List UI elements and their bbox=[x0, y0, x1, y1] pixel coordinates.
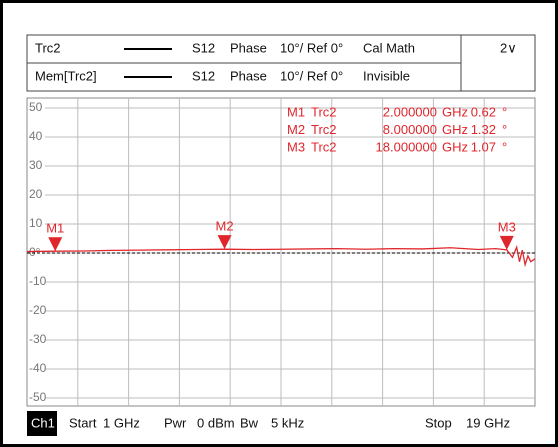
y-tick-label: 40 bbox=[29, 129, 43, 143]
marker bbox=[217, 235, 232, 250]
channel-badge bbox=[27, 411, 57, 436]
y-tick-label: 30 bbox=[29, 158, 43, 172]
y-tick-label: -10 bbox=[29, 274, 47, 288]
footer-item: Pwr bbox=[164, 415, 187, 430]
marker-name: M3 bbox=[287, 139, 305, 154]
status: Cal Math bbox=[363, 40, 415, 55]
trace bbox=[26, 244, 536, 268]
y-tick-label: -20 bbox=[29, 303, 47, 317]
marker-unit: GHz bbox=[442, 139, 468, 154]
format: Phase bbox=[230, 40, 267, 55]
marker-trace: Trc2 bbox=[311, 139, 337, 154]
footer-item: Start bbox=[69, 415, 97, 430]
marker-value-label: 1.07 bbox=[471, 139, 496, 154]
y-tick-label: -40 bbox=[29, 361, 47, 375]
marker-value-unit: ° bbox=[502, 122, 507, 137]
status: Invisible bbox=[363, 68, 410, 83]
footer-item: 0 dBm bbox=[197, 415, 235, 430]
footer-item: 5 kHz bbox=[271, 415, 304, 430]
y-tick-label: 0° bbox=[29, 245, 41, 259]
marker bbox=[48, 237, 63, 252]
footer-item: 19 GHz bbox=[466, 415, 510, 430]
marker-value-unit: ° bbox=[502, 104, 507, 119]
param: S12 bbox=[192, 40, 215, 55]
y-tick-label: 20 bbox=[29, 187, 43, 201]
marker-x: 18.000000 bbox=[376, 139, 437, 154]
format: Phase bbox=[230, 68, 267, 83]
scale: 10°/ Ref 0° bbox=[280, 68, 343, 83]
marker-unit: GHz bbox=[442, 104, 468, 119]
marker-name: M1 bbox=[287, 104, 305, 119]
marker-name: M2 bbox=[287, 122, 305, 137]
trace-row-box bbox=[26, 62, 462, 92]
channel-label: Ch1 bbox=[31, 415, 55, 430]
y-tick-label: -50 bbox=[29, 390, 47, 404]
marker-label: M3 bbox=[498, 219, 516, 234]
y-tick-label: -30 bbox=[29, 332, 47, 346]
marker-trace: Trc2 bbox=[311, 104, 337, 119]
marker-label: M2 bbox=[216, 219, 234, 234]
trace-name: Mem[Trc2] bbox=[35, 68, 97, 83]
marker-unit: GHz bbox=[442, 122, 468, 137]
trace-name: Trc2 bbox=[35, 40, 61, 55]
marker-label: M1 bbox=[46, 221, 64, 236]
footer-item: Stop bbox=[425, 415, 452, 430]
marker-trace: Trc2 bbox=[311, 122, 337, 137]
y-tick-label: 10 bbox=[29, 216, 43, 230]
marker-value-unit: ° bbox=[502, 139, 507, 154]
footer-item: Bw bbox=[240, 415, 259, 430]
channel-menu[interactable]: 2∨ bbox=[500, 40, 517, 55]
param: S12 bbox=[192, 68, 215, 83]
marker-value-label: 0.62 bbox=[471, 104, 496, 119]
footer-item: 1 GHz bbox=[103, 415, 140, 430]
marker bbox=[499, 235, 514, 250]
y-tick-label: 50 bbox=[29, 100, 43, 114]
footer: Start 1 GHz Pwr 0 dBm Bw 5 kHz Stop 19 GHz bbox=[69, 415, 510, 430]
marker-x: 2.000000 bbox=[383, 104, 437, 119]
plot: 50 40 30 20 10 0° -10 -20 -30 -40 -50 M1 M1 Trc2 2.000… bbox=[26, 98, 536, 406]
marker-value-label: 1.32 bbox=[471, 122, 496, 137]
marker-x: 8.000000 bbox=[383, 122, 437, 137]
scale: 10°/ Ref 0° bbox=[280, 40, 343, 55]
